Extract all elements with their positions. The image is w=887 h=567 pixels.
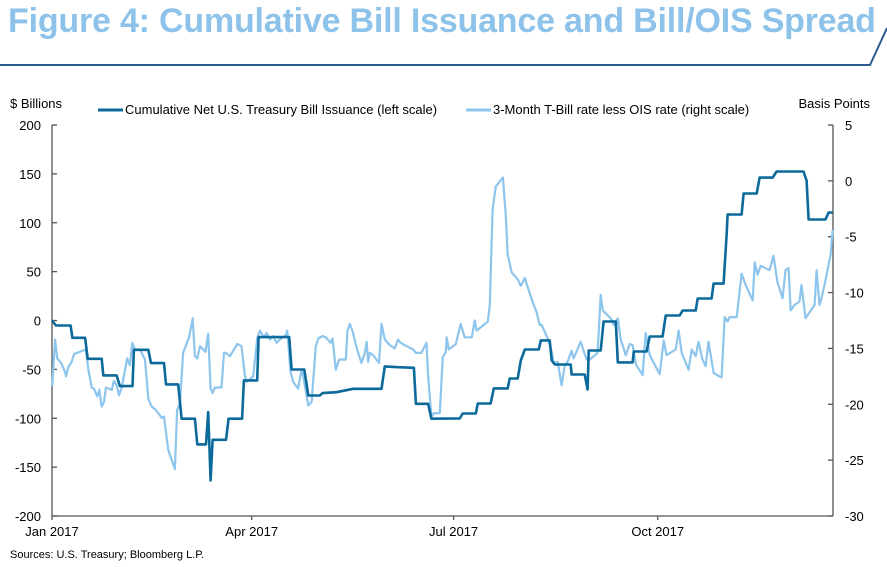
left-axis-label: $ Billions bbox=[10, 96, 63, 111]
left-tick-label: -100 bbox=[15, 411, 41, 426]
right-tick-label: -30 bbox=[845, 509, 864, 524]
right-tick-label: -25 bbox=[845, 453, 864, 468]
legend-label-spread: 3-Month T-Bill rate less OIS rate (right… bbox=[493, 102, 749, 117]
right-tick-label: -10 bbox=[845, 286, 864, 301]
x-tick-label: Oct 2017 bbox=[631, 524, 684, 539]
left-tick-label: -150 bbox=[15, 460, 41, 475]
right-axis-label: Basis Points bbox=[798, 96, 870, 111]
x-tick-label: Apr 2017 bbox=[225, 524, 278, 539]
left-tick-label: 150 bbox=[19, 167, 41, 182]
left-tick-label: 50 bbox=[27, 265, 41, 280]
series-line-bill-issuance bbox=[50, 170, 833, 482]
left-tick-label: -200 bbox=[15, 509, 41, 524]
right-tick-label: -15 bbox=[845, 341, 864, 356]
series-line-tbill-ois-spread bbox=[51, 176, 834, 471]
right-tick-label: -5 bbox=[845, 230, 857, 245]
x-tick-label: Jul 2017 bbox=[429, 524, 478, 539]
left-tick-label: 200 bbox=[19, 118, 41, 133]
left-tick-label: 0 bbox=[34, 314, 41, 329]
left-tick-label: -50 bbox=[22, 362, 41, 377]
sources-note: Sources: U.S. Treasury; Bloomberg L.P. bbox=[10, 549, 205, 561]
right-tick-label: -20 bbox=[845, 397, 864, 412]
x-tick-label: Jan 2017 bbox=[25, 524, 79, 539]
right-tick-label: 0 bbox=[845, 174, 852, 189]
left-tick-label: 100 bbox=[19, 216, 41, 231]
right-tick-label: 5 bbox=[845, 118, 852, 133]
legend-label-issuance: Cumulative Net U.S. Treasury Bill Issuan… bbox=[125, 102, 437, 117]
header-rule bbox=[0, 27, 887, 66]
figure-title: Figure 4: Cumulative Bill Issuance and B… bbox=[8, 2, 876, 40]
